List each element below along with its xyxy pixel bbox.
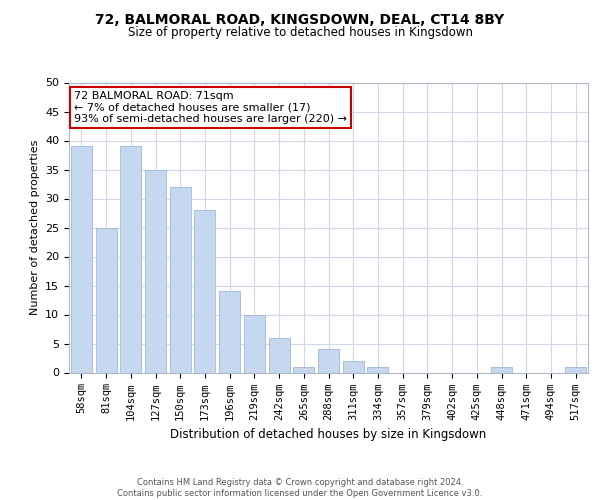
Bar bbox=[244, 314, 265, 372]
Bar bbox=[343, 361, 364, 372]
Bar bbox=[194, 210, 215, 372]
Bar bbox=[120, 146, 141, 372]
X-axis label: Distribution of detached houses by size in Kingsdown: Distribution of detached houses by size … bbox=[170, 428, 487, 441]
Bar bbox=[491, 366, 512, 372]
Text: 72 BALMORAL ROAD: 71sqm
← 7% of detached houses are smaller (17)
93% of semi-det: 72 BALMORAL ROAD: 71sqm ← 7% of detached… bbox=[74, 91, 347, 124]
Text: Contains HM Land Registry data © Crown copyright and database right 2024.
Contai: Contains HM Land Registry data © Crown c… bbox=[118, 478, 482, 498]
Text: 72, BALMORAL ROAD, KINGSDOWN, DEAL, CT14 8BY: 72, BALMORAL ROAD, KINGSDOWN, DEAL, CT14… bbox=[95, 12, 505, 26]
Bar bbox=[145, 170, 166, 372]
Bar bbox=[269, 338, 290, 372]
Bar bbox=[170, 187, 191, 372]
Y-axis label: Number of detached properties: Number of detached properties bbox=[29, 140, 40, 315]
Bar bbox=[293, 366, 314, 372]
Bar bbox=[95, 228, 116, 372]
Bar bbox=[318, 350, 339, 372]
Bar bbox=[565, 366, 586, 372]
Bar bbox=[219, 292, 240, 372]
Bar bbox=[71, 146, 92, 372]
Bar bbox=[367, 366, 388, 372]
Text: Size of property relative to detached houses in Kingsdown: Size of property relative to detached ho… bbox=[128, 26, 473, 39]
